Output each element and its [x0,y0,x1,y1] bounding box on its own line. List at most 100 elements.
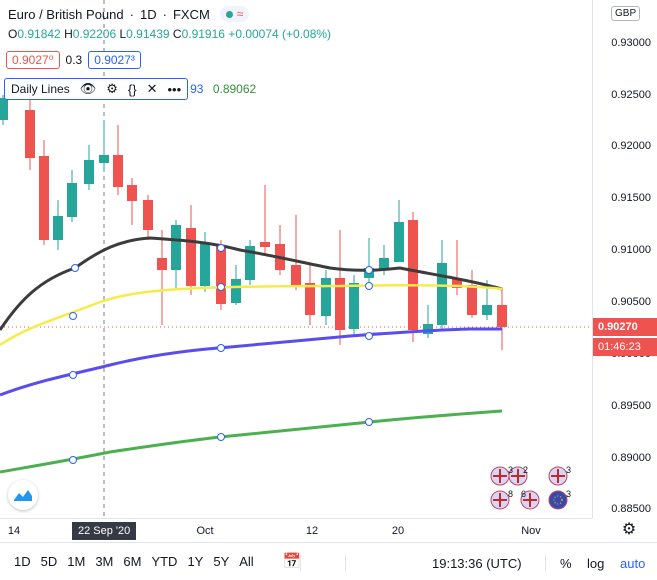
event-badge-uk[interactable] [548,466,568,486]
candle [171,220,181,290]
price-tick: 0.91500 [611,192,651,204]
candle [497,288,507,350]
candle [157,230,167,325]
candle [349,275,359,335]
candle [408,212,418,342]
candle [99,120,109,170]
candles [0,95,507,350]
price-tick: 0.91000 [611,244,651,256]
candle [53,200,63,250]
candle [127,178,137,225]
time-tick: Oct [196,525,214,537]
time-tick: 14 [7,525,21,537]
candle [0,95,8,125]
candle [394,200,404,262]
time-axis[interactable]: 14 Oct 12 20 Nov 22 Sep '20 [0,518,592,542]
delay-wave-icon: ≈ [236,7,244,21]
buy-button[interactable]: 0.9027³ [88,51,141,69]
event-badge-uk[interactable] [520,490,540,510]
bar-countdown: 01:46:23 [593,338,657,356]
event-count: 6 [521,489,526,499]
change-value: +0.00074 (+0.08%) [228,27,332,41]
study-value-green: 0.89062 [212,82,257,96]
auto-scale-toggle[interactable]: auto [620,556,646,571]
candle [39,140,49,245]
price-tick: 0.92000 [611,140,651,152]
candle [260,185,270,255]
economic-events[interactable]: 3 2 3 8 6 3 [490,465,571,510]
candle [245,240,255,285]
candle [25,100,35,170]
sell-button[interactable]: 0.9027⁰ [6,51,60,69]
candle [467,270,477,318]
gear-icon[interactable]: ⚙ [106,81,118,96]
symbol-name[interactable]: Euro / British Pound [8,6,124,22]
calendar-range-icon[interactable]: 📅 [282,552,302,570]
study-value-blue: 93 [190,82,204,96]
candle [113,125,123,195]
event-badge-uk[interactable] [508,466,528,486]
eye-icon[interactable]: 👁 [79,81,97,96]
log-scale-toggle[interactable]: log [587,556,605,571]
event-count: 3 [508,465,513,475]
price-tick: 0.90500 [611,296,651,308]
event-count: 8 [508,489,513,499]
event-count: 3 [566,489,571,499]
candle [143,195,153,240]
ohlc-values: O0.91842 H0.92206 L0.91439 C0.91916 +0.0… [8,27,332,41]
event-badge-uk[interactable] [490,466,510,486]
study-name[interactable]: Daily Lines [11,82,70,96]
price-tick: 0.89500 [611,400,651,412]
price-tick: 0.92500 [611,89,651,101]
gear-icon[interactable]: ⚙ [621,521,637,538]
timeframe-button-5y[interactable]: 5Y [213,554,230,569]
timeframe-buttons: 1D 5D 1M 3M 6M YTD 1Y 5Y All [9,554,259,569]
study-toolbar[interactable]: Daily Lines 👁 ⚙ {} ✕ ••• [4,78,189,100]
event-count: 3 [566,465,571,475]
timeframe-button-1y[interactable]: 1Y [187,554,204,569]
event-count: 2 [523,465,528,475]
price-axis[interactable]: GBP 0.93000 0.92500 0.92000 0.91500 0.91… [592,0,657,518]
timeframe-button-6m[interactable]: 6M [123,554,142,569]
bottom-toolbar: 1D 5D 1M 3M 6M YTD 1Y 5Y All 📅 19:13:36 … [0,542,657,580]
spread-value: 0.3 [65,53,83,67]
event-badge-eu[interactable] [548,490,568,510]
last-price-label: 0.90270 [593,318,657,336]
ma-yellow-line [0,284,503,347]
divider [345,555,346,571]
series-legend: Euro / British Pound · 1D · FXCM ≈ O0.91… [8,6,332,41]
price-tick: 0.88500 [611,503,651,515]
candle [275,225,285,275]
percent-scale-toggle[interactable]: % [560,556,572,571]
price-tick: 0.93000 [611,37,651,49]
price-chart[interactable]: 3 2 3 8 6 3 [0,0,592,518]
time-tick: 20 [391,525,405,537]
event-badge-uk[interactable] [490,490,510,510]
candle [200,232,210,292]
timeframe-button-1d[interactable]: 1D [14,554,31,569]
line-anchor-points[interactable] [69,244,373,464]
chart-pane[interactable]: 3 2 3 8 6 3 Euro / British Pound · 1D · … [0,0,592,518]
market-status[interactable]: ≈ [219,6,250,22]
trade-buttons: 0.9027⁰ 0.3 0.9027³ [6,51,141,69]
source-code-icon[interactable]: {} [127,81,137,97]
currency-badge[interactable]: GBP [611,6,641,21]
tradingview-logo-icon[interactable] [8,480,38,510]
candle [186,205,196,295]
timeframe-button-ytd[interactable]: YTD [151,554,178,569]
exchange-label: FXCM [172,6,210,22]
time-tick: Nov [521,525,541,537]
interval-label[interactable]: 1D [139,6,157,22]
ma-blue-line [0,327,502,397]
more-icon[interactable]: ••• [167,81,182,97]
utc-clock[interactable]: 19:13:36 (UTC) [432,556,522,571]
timeframe-button-all[interactable]: All [239,554,254,569]
close-icon[interactable]: ✕ [146,81,158,96]
crosshair-date-label: 22 Sep '20 [72,522,137,540]
timeframe-button-5d[interactable]: 5D [40,554,58,569]
candle [423,305,433,338]
divider [545,555,546,571]
candle [335,230,345,345]
timeframe-button-3m[interactable]: 3M [95,554,114,569]
timeframe-button-1m[interactable]: 1M [67,554,86,569]
